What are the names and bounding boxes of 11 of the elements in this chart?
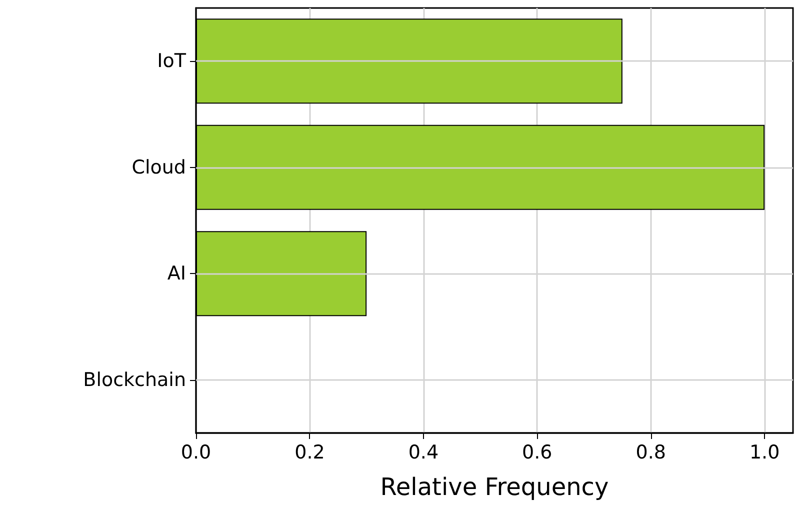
x-tick-label: 1.0 <box>749 442 780 464</box>
x-axis-title: Relative Frequency <box>380 473 609 501</box>
x-tick-label: 0.6 <box>522 442 552 464</box>
x-tick-label: 0.8 <box>636 442 666 464</box>
x-tick-label: 0.0 <box>180 442 212 464</box>
x-tick-label: 0.2 <box>294 442 325 464</box>
y-tick-label: Blockchain <box>83 368 186 391</box>
y-tick-label: AI <box>167 262 186 285</box>
y-tick-label: IoT <box>157 50 186 72</box>
x-tick-label: 0.4 <box>408 442 439 464</box>
y-tick-label: Cloud <box>132 156 186 178</box>
